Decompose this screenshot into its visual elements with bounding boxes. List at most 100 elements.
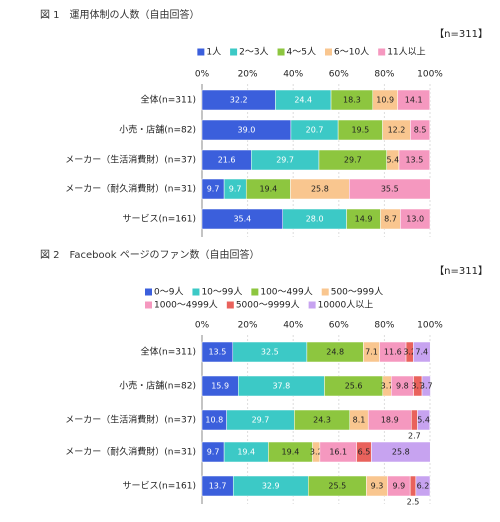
value-label: 9.8 (396, 382, 409, 391)
legend-swatch (321, 288, 329, 296)
legend-label: 1人 (206, 47, 221, 58)
category-label: メーカー（生活消費財）(n=37) (65, 154, 196, 166)
value-label: 3.7 (411, 382, 424, 391)
value-label: 21.6 (218, 156, 236, 165)
bar-segment (398, 149, 431, 171)
value-label: 25.5 (328, 482, 346, 491)
bar-segment (397, 89, 431, 111)
value-label: 13.5 (208, 348, 226, 357)
value-label: 2.7 (408, 432, 421, 441)
value-label: 13.5 (405, 156, 423, 165)
legend-swatch (277, 48, 285, 56)
legend-label: 100～499人 (260, 287, 312, 298)
sample-size: 【n=311】 (434, 28, 488, 40)
value-label: 16.1 (329, 448, 347, 457)
legend-swatch (378, 48, 386, 56)
legend-label: 11人以上 (387, 47, 425, 58)
value-label: 19.4 (282, 448, 300, 457)
value-label: 7.4 (415, 348, 428, 357)
legend-swatch (230, 48, 238, 56)
value-label: 28.0 (306, 215, 324, 224)
value-label: 39.0 (238, 126, 256, 135)
legend-swatch (145, 288, 152, 296)
legend-label: 1000～4999人 (154, 300, 218, 311)
x-tick-label: 100% (417, 70, 443, 80)
category-label: メーカー（耐久消費財）(n=31) (65, 183, 196, 195)
legend-label: 0～9人 (154, 287, 183, 298)
value-label: 18.9 (381, 416, 399, 425)
x-tick-label: 80% (374, 70, 394, 80)
x-tick-label: 20% (238, 70, 258, 80)
value-label: 29.7 (276, 156, 294, 165)
value-label: 12.2 (388, 126, 406, 135)
value-label: 25.6 (345, 382, 363, 391)
value-label: 13.7 (209, 482, 227, 491)
bar-segment (409, 475, 417, 497)
value-label: 8.5 (414, 126, 427, 135)
value-label: 8.1 (353, 416, 366, 425)
value-label: 3.2 (403, 348, 416, 357)
category-label: メーカー（生活消費財）(n=37) (65, 414, 196, 426)
bar-segment (415, 475, 431, 497)
value-label: 19.4 (237, 448, 255, 457)
legend-label: 10000人以上 (318, 300, 374, 311)
value-label: 24.3 (313, 416, 331, 425)
legend-label: 10～99人 (201, 287, 242, 298)
value-label: 13.0 (406, 215, 424, 224)
value-label: 3.7 (381, 382, 394, 391)
bar-segment (371, 441, 431, 463)
x-tick-label: 0% (195, 321, 210, 331)
sample-size: 【n=311】 (434, 265, 488, 277)
value-label: 20.7 (306, 126, 324, 135)
value-label: 14.9 (355, 215, 373, 224)
value-label: 29.7 (344, 156, 362, 165)
value-label: 32.2 (230, 96, 248, 105)
category-label: メーカー（耐久消費財）(n=31) (65, 446, 196, 458)
value-label: 24.8 (326, 348, 344, 357)
value-label: 5.4 (386, 156, 399, 165)
legend-label: 2～3人 (239, 47, 268, 58)
value-label: 11.6 (384, 348, 402, 357)
value-label: 2.5 (407, 498, 420, 507)
x-tick-label: 80% (374, 321, 394, 331)
value-label: 32.9 (262, 482, 280, 491)
legend-swatch (226, 301, 234, 309)
value-label: 24.4 (294, 96, 312, 105)
value-label: 10.8 (205, 416, 223, 425)
value-label: 6.5 (358, 448, 371, 457)
value-label: 9.7 (207, 448, 220, 457)
value-label: 18.3 (343, 96, 361, 105)
value-label: 9.7 (229, 185, 242, 194)
legend-swatch (325, 48, 332, 56)
value-label: 32.5 (261, 348, 279, 357)
legend-label: 4～5人 (287, 47, 316, 58)
value-label: 14.1 (405, 96, 423, 105)
x-tick-label: 40% (283, 321, 303, 331)
value-label: 25.8 (311, 185, 329, 194)
legend-swatch (145, 301, 152, 309)
value-label: 25.8 (392, 448, 410, 457)
bar-segment (417, 409, 431, 431)
legend-label: 6～10人 (334, 47, 369, 58)
value-label: 35.5 (381, 185, 399, 194)
bar-segment (349, 178, 431, 200)
value-label: 9.3 (371, 482, 384, 491)
value-label: 10.9 (376, 96, 394, 105)
value-label: 19.5 (351, 126, 369, 135)
category-label: 小売・店舗(n=82) (119, 124, 196, 136)
legend-swatch (308, 301, 316, 309)
x-tick-label: 60% (329, 321, 349, 331)
chart-title: 図 2 Facebook ページのファン数（自由回答） (40, 248, 260, 261)
x-tick-label: 40% (283, 70, 303, 80)
value-label: 3.7 (420, 382, 433, 391)
value-label: 29.7 (252, 416, 270, 425)
x-tick-label: 100% (417, 321, 443, 331)
category-label: サービス(n=161) (123, 214, 196, 225)
value-label: 9.7 (207, 185, 220, 194)
x-tick-label: 20% (238, 321, 258, 331)
bar-segment (413, 341, 431, 363)
x-tick-label: 60% (329, 70, 349, 80)
bar-segment (400, 208, 431, 230)
value-label: 8.7 (384, 215, 397, 224)
